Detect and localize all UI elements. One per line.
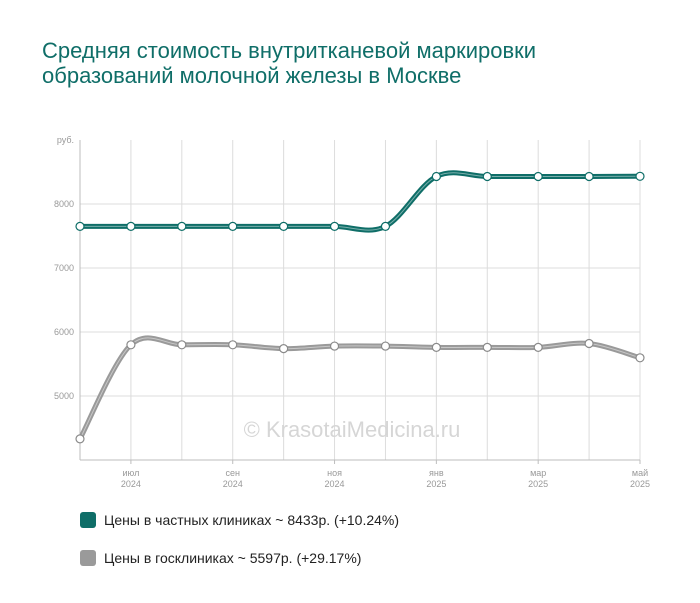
x-tick-label-month: ноя <box>327 468 342 478</box>
chart-title: Средняя стоимость внутритканевой маркиро… <box>42 38 537 88</box>
series-line-highlight-private <box>80 172 641 231</box>
x-tick-label-month: сен <box>225 468 240 478</box>
data-point-private <box>533 171 543 182</box>
data-point-state <box>635 353 645 363</box>
data-point-private <box>380 221 391 231</box>
data-point-private <box>126 221 136 231</box>
data-point-state <box>126 340 136 350</box>
y-axis-ticks: 5000 6000 7000 8000 <box>54 199 74 401</box>
x-axis-ticks: июл2024сен2024ноя2024янв2025мар2025май20… <box>121 460 650 489</box>
data-point-state <box>228 340 238 350</box>
y-tick-label: 7000 <box>54 263 74 273</box>
x-tick-label-year: 2024 <box>325 479 345 489</box>
legend-label-state: Цены в госклиниках ~ 5597р. (+29.17%) <box>104 550 362 566</box>
data-point-private <box>482 171 492 182</box>
y-tick-label: 8000 <box>54 199 74 209</box>
y-tick-label: 6000 <box>54 327 74 337</box>
x-tick-label-year: 2025 <box>630 479 650 489</box>
data-point-state <box>75 434 85 444</box>
data-point-state <box>380 341 391 351</box>
data-point-private <box>279 221 289 231</box>
series-lines <box>75 170 645 444</box>
data-point-private <box>228 221 238 231</box>
data-point-private <box>177 221 187 231</box>
data-point-private <box>635 171 645 181</box>
watermark: © KrasotaiMedicina.ru <box>244 417 461 442</box>
data-point-state <box>177 340 187 350</box>
legend: Цены в частных клиниках ~ 8433р. (+10.24… <box>80 510 399 586</box>
data-point-state <box>482 342 492 352</box>
data-point-private <box>431 171 441 182</box>
legend-swatch-private <box>80 512 96 528</box>
x-tick-label-month: май <box>632 468 648 478</box>
data-point-state <box>431 342 441 352</box>
data-point-private <box>584 171 594 182</box>
data-point-private <box>75 221 85 231</box>
data-point-state <box>584 338 594 349</box>
legend-label-private: Цены в частных клиниках ~ 8433р. (+10.24… <box>104 512 400 528</box>
grid <box>79 140 641 461</box>
legend-item-private[interactable]: Цены в частных клиниках ~ 8433р. (+10.24… <box>80 510 399 530</box>
x-tick-label-year: 2024 <box>121 479 141 489</box>
x-tick-label-month: июл <box>122 468 139 478</box>
data-point-state <box>329 341 340 351</box>
x-tick-label-month: мар <box>530 468 546 478</box>
series-line-private <box>77 170 643 233</box>
legend-swatch-state <box>80 550 96 566</box>
x-tick-label-year: 2025 <box>426 479 446 489</box>
y-unit-label: руб. <box>57 135 74 145</box>
data-point-private <box>329 221 340 231</box>
x-tick-label-year: 2025 <box>528 479 548 489</box>
data-point-state <box>533 342 543 352</box>
x-tick-label-month: янв <box>429 468 444 478</box>
legend-item-state[interactable]: Цены в госклиниках ~ 5597р. (+29.17%) <box>80 548 399 568</box>
data-point-state <box>279 344 289 354</box>
y-tick-label: 5000 <box>54 391 74 401</box>
x-tick-label-year: 2024 <box>223 479 243 489</box>
